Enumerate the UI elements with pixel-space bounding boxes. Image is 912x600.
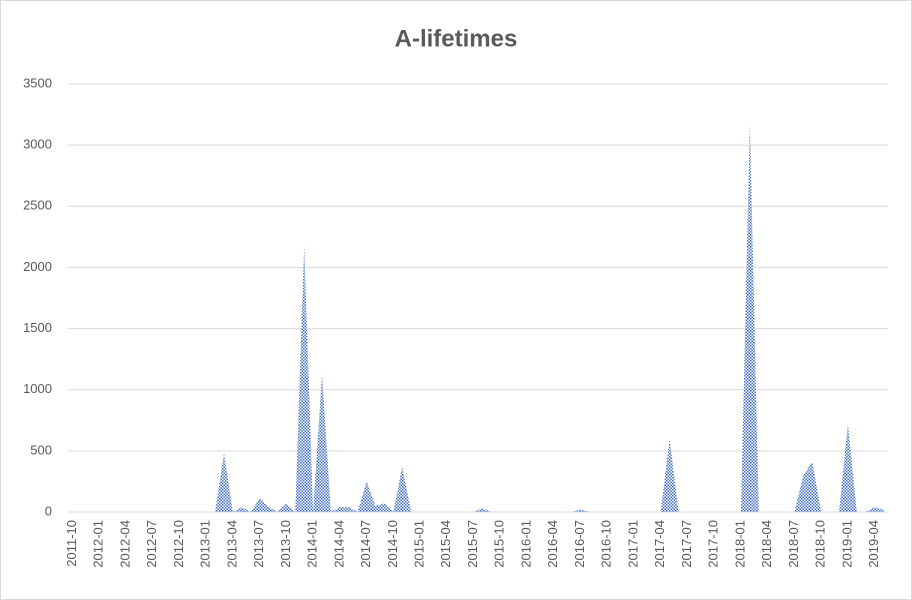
x-tick-label: 2018-10 — [813, 520, 828, 568]
x-tick-label: 2013-01 — [198, 520, 213, 568]
x-tick-label: 2013-04 — [224, 520, 239, 568]
y-tick-label: 2000 — [23, 259, 52, 274]
x-tick-label: 2018-07 — [786, 520, 801, 568]
x-tick-label: 2015-10 — [492, 520, 507, 568]
y-tick-label: 0 — [45, 503, 52, 518]
x-tick-label: 2016-04 — [545, 520, 560, 568]
x-tick-label: 2019-01 — [839, 520, 854, 568]
x-tick-label: 2017-04 — [652, 520, 667, 568]
x-tick-label: 2012-04 — [117, 520, 132, 568]
x-tick-label: 2019-04 — [866, 520, 881, 568]
x-tick-label: 2016-01 — [518, 520, 533, 568]
x-tick-label: 2011-10 — [64, 520, 79, 567]
x-tick-label: 2012-01 — [91, 520, 106, 568]
x-tick-label: 2016-07 — [572, 520, 587, 568]
chart-title: A-lifetimes — [395, 25, 518, 52]
x-tick-label: 2017-01 — [625, 520, 640, 568]
x-tick-label: 2017-07 — [679, 520, 694, 568]
x-tick-label: 2012-07 — [144, 520, 159, 568]
x-tick-label: 2018-01 — [732, 520, 747, 568]
x-tick-label: 2012-10 — [171, 520, 186, 568]
x-tick-label: 2014-07 — [358, 520, 373, 568]
x-tick-label: 2015-07 — [465, 520, 480, 568]
y-tick-label: 1000 — [23, 381, 52, 396]
x-tick-label: 2013-10 — [278, 520, 293, 568]
y-tick-label: 3000 — [23, 137, 52, 152]
x-tick-label: 2014-04 — [331, 520, 346, 568]
y-tick-label: 3500 — [23, 75, 52, 90]
x-tick-label: 2015-04 — [438, 520, 453, 568]
x-tick-label: 2013-07 — [251, 520, 266, 568]
x-tick-label: 2015-01 — [412, 520, 427, 568]
x-tick-label: 2016-10 — [599, 520, 614, 568]
y-tick-label: 1500 — [23, 320, 52, 335]
x-tick-label: 2014-10 — [385, 520, 400, 568]
x-tick-label: 2018-04 — [759, 520, 774, 568]
x-tick-label: 2014-01 — [305, 520, 320, 568]
y-tick-label: 2500 — [23, 198, 52, 213]
x-tick-label: 2017-10 — [706, 520, 721, 568]
y-tick-label: 500 — [30, 442, 52, 457]
